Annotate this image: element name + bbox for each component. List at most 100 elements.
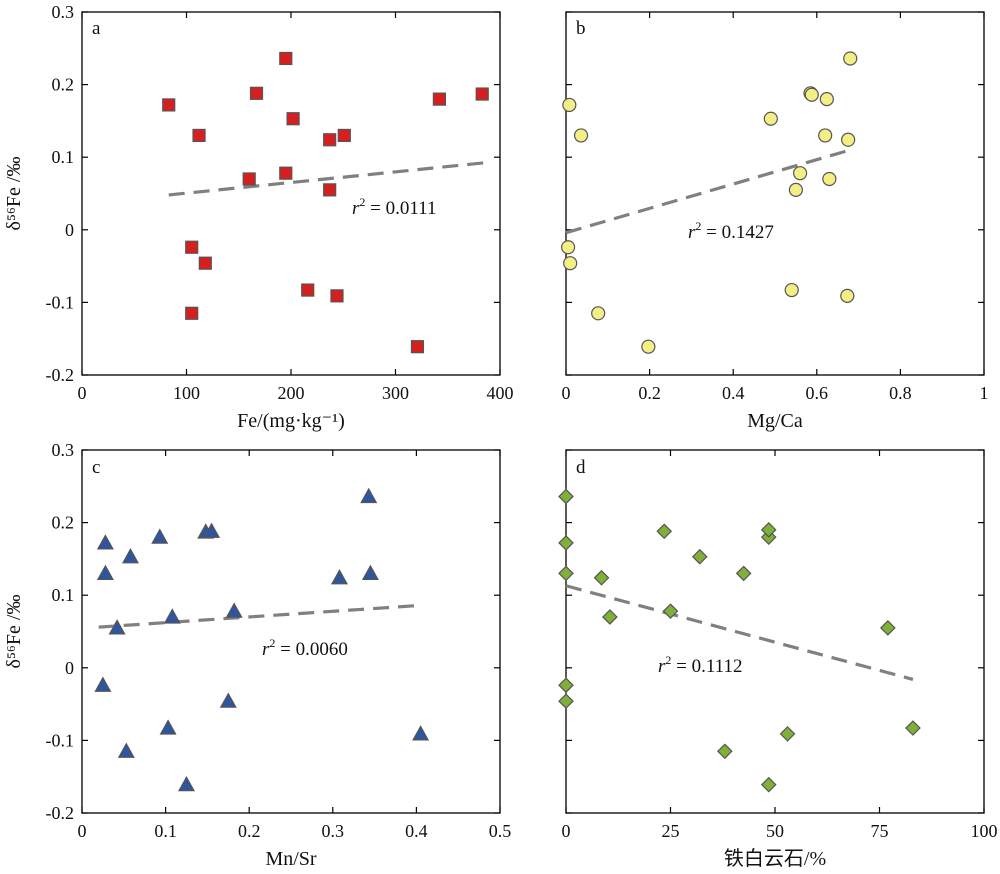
- data-point-circle: [788, 182, 804, 197]
- data-point-triangle: [360, 487, 378, 504]
- data-point-square: [162, 98, 176, 112]
- data-point-circle: [563, 256, 578, 271]
- data-point-diamond: [558, 488, 574, 505]
- data-point-circle: [804, 87, 819, 102]
- data-point-triangle: [108, 619, 126, 635]
- y-tick-label: -0.1: [46, 292, 75, 312]
- data-point-triangle: [330, 569, 349, 585]
- data-point-circle: [843, 51, 858, 66]
- y-tick-label: 0: [65, 658, 74, 678]
- data-point-diamond: [691, 548, 708, 565]
- x-tick-label: 0.4: [722, 383, 745, 403]
- data-point-triangle: [96, 564, 114, 581]
- data-point-triangle: [177, 775, 196, 792]
- r-squared-value: = 0.0060: [275, 639, 347, 660]
- data-point-diamond: [602, 609, 618, 625]
- x-tick-label: 100: [173, 383, 200, 403]
- r-symbol: r: [688, 222, 696, 243]
- data-point-circle: [818, 128, 833, 143]
- data-point-square: [279, 51, 293, 66]
- data-point-triangle: [225, 602, 243, 618]
- data-point-triangle: [219, 692, 237, 708]
- data-point-square: [323, 133, 337, 147]
- trend-line: [168, 160, 490, 197]
- x-tick-label: 0.3: [322, 821, 345, 841]
- data-point-square: [410, 340, 425, 354]
- data-point-square: [323, 183, 337, 197]
- x-axis-title: Fe/(mg·kg⁻¹): [237, 410, 345, 432]
- y-tick-label: -0.2: [46, 365, 75, 385]
- r-squared-value: = 0.1112: [671, 656, 742, 677]
- r-squared-annotation: r2 = 0.0111: [352, 195, 436, 219]
- y-axis-title: δ⁵⁶Fe /‰: [3, 595, 25, 669]
- y-tick-label: -0.1: [46, 730, 75, 750]
- data-point-square: [301, 283, 315, 297]
- data-point-circle: [841, 132, 856, 147]
- x-tick-label: 0.2: [638, 383, 661, 403]
- x-tick-label: 0.5: [489, 821, 512, 841]
- data-point-triangle: [163, 608, 181, 624]
- x-tick-label: 75: [871, 821, 889, 841]
- data-point-square: [279, 166, 293, 180]
- data-point-square: [249, 86, 264, 100]
- data-point-diamond: [558, 693, 574, 710]
- data-point-diamond: [656, 523, 673, 540]
- data-point-square: [337, 128, 351, 143]
- data-point-circle: [763, 111, 778, 126]
- x-tick-label: 50: [766, 821, 784, 841]
- plot-frame: [565, 449, 985, 814]
- data-point-triangle: [203, 522, 221, 538]
- r-exponent: 2: [695, 219, 701, 233]
- y-tick-label: -0.2: [46, 803, 75, 823]
- r-squared-value: = 0.1427: [701, 222, 773, 243]
- data-point-circle: [840, 288, 855, 303]
- data-point-diamond: [716, 743, 733, 760]
- data-point-diamond: [905, 720, 921, 736]
- trend-line: [98, 603, 421, 629]
- panel-letter: d: [576, 457, 586, 478]
- panel-b: 0 0.2 0.4 0.6 0.8 1 Mg/Ca b r2 = 0.1427: [560, 11, 989, 432]
- y-tick-label: 0.2: [52, 75, 75, 95]
- data-point-diamond: [558, 677, 574, 694]
- data-point-circle: [641, 339, 656, 354]
- data-point-circle: [792, 166, 808, 181]
- data-point-triangle: [94, 676, 112, 692]
- data-point-square: [330, 289, 344, 303]
- data-point-square: [192, 128, 206, 143]
- r-symbol: r: [262, 639, 270, 660]
- data-point-circle: [560, 240, 576, 255]
- r-squared-annotation: r2 = 0.1112: [658, 653, 742, 677]
- data-point-triangle: [151, 528, 169, 544]
- data-point-square: [185, 306, 199, 320]
- data-point-square: [198, 256, 212, 270]
- y-axis-title: δ⁵⁶Fe /‰: [3, 157, 25, 231]
- data-point-diamond: [735, 565, 752, 582]
- data-point-triangle: [121, 547, 140, 564]
- x-axis-title: 铁白云石/%: [724, 847, 826, 870]
- plot-frame: [565, 11, 985, 376]
- data-point-diamond: [558, 565, 574, 582]
- x-tick-label: 0: [562, 383, 571, 403]
- x-tick-label: 1: [980, 383, 989, 403]
- r-exponent: 2: [665, 653, 671, 667]
- x-axis-title: Mg/Ca: [747, 410, 803, 432]
- y-tick-label: 0.1: [52, 585, 75, 605]
- data-point-square: [242, 172, 256, 186]
- y-tick-label: 0.3: [52, 440, 75, 460]
- x-tick-label: 0.2: [238, 821, 261, 841]
- data-point-diamond: [760, 522, 777, 538]
- data-point-square: [286, 112, 300, 126]
- panel-a: 0 100 200 300 400 -0.2 -0.1 0 0.1 0.2 0.3 Fe/(mg·kg…: [3, 2, 514, 432]
- data-point-diamond: [760, 776, 777, 793]
- r-squared-value: = 0.0111: [365, 198, 436, 219]
- x-tick-label: 200: [278, 383, 305, 403]
- data-point-circle: [784, 282, 799, 298]
- r-exponent: 2: [269, 636, 275, 650]
- data-point-diamond: [662, 603, 679, 620]
- x-tick-label: 300: [382, 383, 409, 403]
- data-point-circle: [591, 306, 606, 321]
- r-squared-annotation: r2 = 0.0060: [262, 636, 348, 660]
- trend-line: [565, 584, 914, 681]
- x-tick-label: 0: [562, 821, 571, 841]
